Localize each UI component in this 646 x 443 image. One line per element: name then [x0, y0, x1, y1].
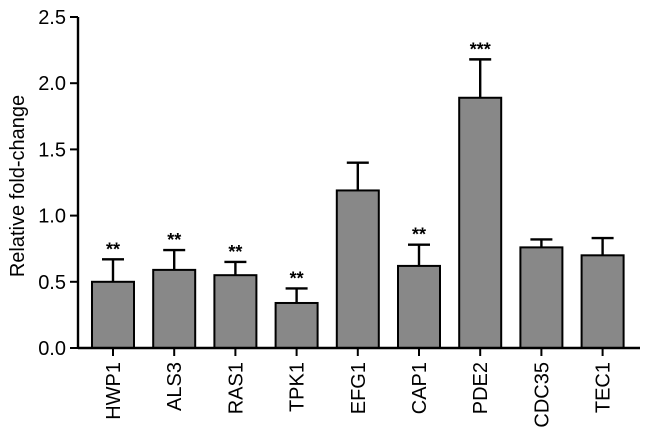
- bar-cap1: [397, 264, 441, 349]
- x-tick-label: ALS3: [164, 362, 186, 411]
- y-tick-label: 1.5: [38, 139, 66, 161]
- bar-efg1: [335, 189, 380, 349]
- significance-label: **: [290, 268, 304, 288]
- x-tick-label: PDE2: [470, 362, 492, 414]
- y-axis-label: Relative fold-change: [7, 95, 29, 277]
- y-tick-label: 0.5: [38, 272, 66, 294]
- bar-tpk1: [274, 301, 319, 350]
- significance-label: **: [412, 225, 426, 245]
- x-tick-label: TPK1: [287, 362, 309, 412]
- x-tick-label: CAP1: [409, 362, 431, 414]
- significance-label: **: [167, 230, 181, 250]
- bars: ** ***********: [91, 39, 625, 350]
- y-tick-label: 0.0: [38, 338, 66, 360]
- y-axis: 0.0 0.5 1.0 1.5 2.0 2.5: [38, 7, 80, 360]
- bar-als3: [152, 268, 197, 349]
- x-tick-label: TEC1: [593, 362, 615, 413]
- x-tick-label: EFG1: [348, 362, 370, 414]
- significance-label: **: [106, 239, 120, 259]
- y-tick-label: 1.0: [38, 206, 66, 228]
- bar-hwp1: [91, 280, 135, 349]
- significance-label: **: [228, 242, 242, 262]
- bar-tec1: [580, 254, 625, 350]
- x-tick-label: HWP1: [103, 362, 125, 420]
- y-tick-label: 2.0: [38, 73, 66, 95]
- bar-ras1: [213, 274, 258, 349]
- significance-label: ***: [470, 39, 491, 59]
- x-axis: HWP1 ALS3 RAS1 TPK1 EFG1 CAP1 PDE2 CDC35 TEC1: [78, 346, 640, 428]
- x-tick-label: RAS1: [225, 362, 247, 414]
- bar-cdc35: [519, 246, 564, 350]
- x-tick-label: CDC35: [531, 362, 553, 428]
- y-tick-label: 2.5: [38, 7, 66, 29]
- bar-pde2: [458, 96, 503, 349]
